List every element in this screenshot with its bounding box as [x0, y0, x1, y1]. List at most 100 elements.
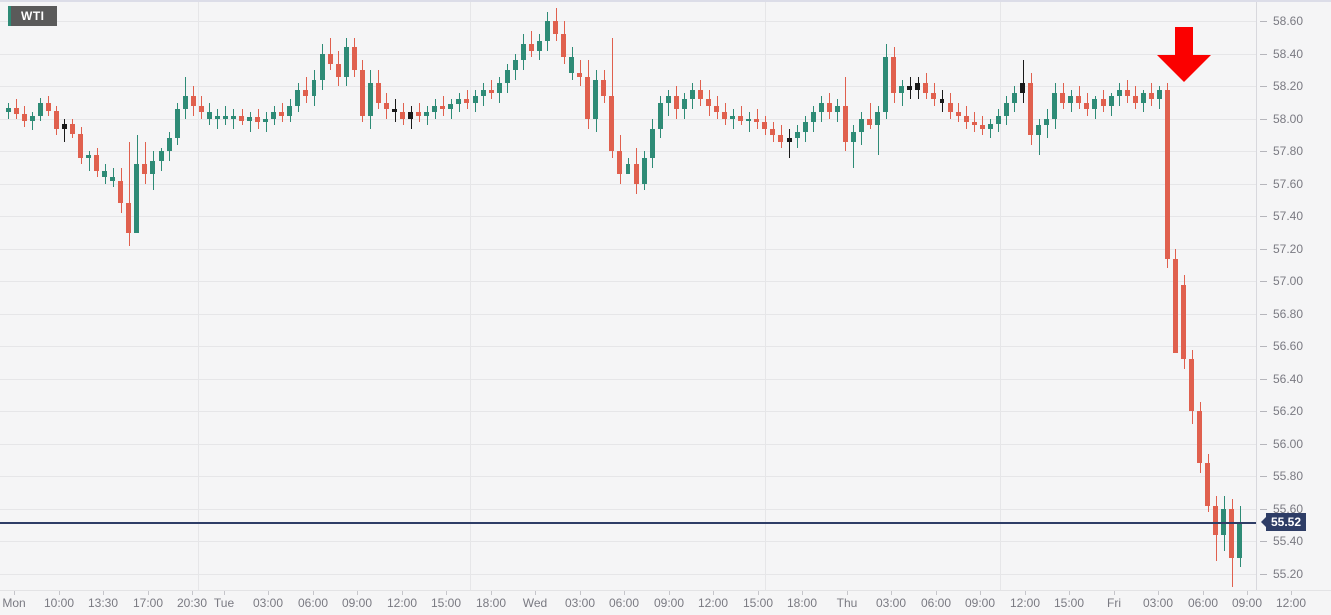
candle-body: [858, 118, 864, 132]
candle-body: [214, 115, 220, 119]
candle-body: [649, 128, 655, 158]
time-tick-label: 12:00: [697, 596, 729, 610]
candle-body: [335, 63, 341, 77]
candle-body: [1011, 92, 1017, 103]
candle-body: [939, 99, 945, 103]
time-tick-label: 12:00: [1009, 596, 1041, 610]
candle-body: [1156, 89, 1162, 100]
price-axis[interactable]: 58.60 58.40 58.20 58.00 57.80 57.60 57.40 57.20…: [1256, 2, 1331, 590]
price-tick-label: 56.80: [1273, 307, 1304, 321]
candle-wick: [467, 89, 468, 110]
candle-body: [738, 115, 744, 121]
candle-body: [295, 89, 301, 106]
candle-body: [78, 133, 83, 158]
candle-body: [899, 86, 905, 93]
candle-body: [955, 112, 961, 116]
candle-body: [1084, 102, 1090, 110]
candle-body: [722, 112, 728, 119]
time-tick-mark: [357, 591, 358, 595]
candle-body: [850, 131, 856, 142]
candle-wick: [113, 167, 114, 188]
candle-wick: [902, 79, 903, 106]
time-tick-mark: [891, 591, 892, 595]
plot-area[interactable]: [0, 2, 1256, 590]
gridline-horizontal: [0, 151, 1256, 152]
price-tick-label: 58.40: [1273, 47, 1304, 61]
candle-body: [963, 115, 969, 123]
candle-body: [625, 164, 631, 175]
candle-body: [166, 138, 172, 152]
time-tick-mark: [1203, 591, 1204, 595]
price-tick-label: 58.20: [1273, 79, 1304, 93]
price-tick-mark: [1260, 119, 1267, 120]
candle-body: [915, 83, 921, 90]
candle-body: [1140, 92, 1146, 103]
gridline-horizontal: [0, 509, 1256, 510]
price-tick-label: 57.80: [1273, 144, 1304, 158]
candle-body: [826, 102, 832, 113]
candle-wick: [990, 118, 991, 139]
candle-body: [577, 73, 583, 77]
candle-body: [5, 107, 11, 113]
candle-wick: [129, 141, 130, 246]
gridline-horizontal: [0, 216, 1256, 217]
candle-body: [158, 151, 164, 162]
time-tick-label: 03:00: [564, 596, 596, 610]
gridline-horizontal: [0, 346, 1256, 347]
candle-body: [279, 112, 285, 116]
current-price-line: [0, 521, 1256, 524]
candle-wick: [427, 105, 428, 126]
candle-body: [609, 96, 615, 152]
gridline-horizontal: [0, 444, 1256, 445]
price-tick-label: 58.60: [1273, 14, 1304, 28]
time-tick-label: 15:00: [742, 596, 774, 610]
candle-body: [383, 102, 389, 110]
candle-body: [94, 154, 100, 171]
candle-body: [842, 105, 848, 142]
candle-body: [1132, 96, 1138, 103]
candle-body: [464, 99, 470, 103]
gridline-horizontal: [0, 119, 1256, 120]
candle-body: [641, 157, 647, 184]
candle-body: [947, 102, 953, 113]
time-tick-label: 09:00: [341, 596, 373, 610]
candle-body: [931, 92, 937, 100]
candle-wick: [266, 112, 267, 132]
time-axis[interactable]: Mon 10:00 13:30 17:00 20:30 Tue 03:00 06:00 09:0…: [0, 590, 1331, 615]
candle-body: [271, 112, 277, 119]
time-tick-label: Wed: [522, 596, 548, 610]
time-tick-mark: [402, 591, 403, 595]
down-arrow-annotation: [1157, 27, 1211, 82]
candle-body: [287, 105, 293, 116]
candle-wick: [217, 109, 218, 129]
candle-wick: [89, 151, 90, 171]
price-tick-label: 58.00: [1273, 112, 1304, 126]
gridline-horizontal: [0, 54, 1256, 55]
price-tick-mark: [1260, 541, 1267, 542]
candle-body: [247, 117, 253, 121]
symbol-badge[interactable]: WTI: [8, 6, 57, 26]
time-tick-mark: [59, 591, 60, 595]
time-tick-mark: [148, 591, 149, 595]
candle-body: [1108, 96, 1114, 106]
time-tick-mark: [313, 591, 314, 595]
candle-body: [995, 115, 1001, 124]
gridline-horizontal: [0, 21, 1256, 22]
time-tick-mark: [669, 591, 670, 595]
time-tick-mark: [980, 591, 981, 595]
candle-body: [1172, 258, 1178, 353]
time-tick-label: Tue: [213, 596, 235, 610]
candle-wick: [668, 89, 669, 116]
time-tick-label: 09:00: [1231, 596, 1263, 610]
candle-body: [1076, 96, 1082, 103]
candle-body: [601, 79, 607, 97]
candle-wick: [145, 141, 146, 184]
candle-body: [150, 161, 156, 175]
time-tick-mark: [802, 591, 803, 595]
candle-body: [61, 123, 67, 129]
candle-body: [673, 96, 679, 110]
time-tick-label: 18:00: [475, 596, 507, 610]
candle-body: [174, 109, 180, 139]
candle-body: [706, 99, 711, 106]
